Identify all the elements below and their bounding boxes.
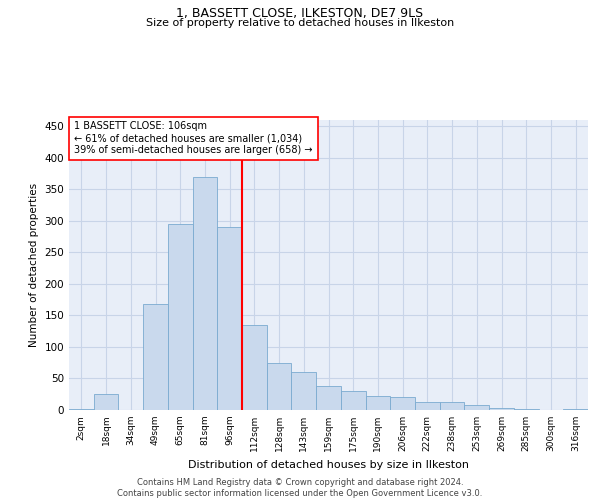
Bar [563,408,588,410]
Bar [292,372,316,410]
Y-axis label: Number of detached properties: Number of detached properties [29,183,39,347]
Bar [168,224,193,410]
Text: Contains HM Land Registry data © Crown copyright and database right 2024.
Contai: Contains HM Land Registry data © Crown c… [118,478,482,498]
Bar [365,396,390,410]
Bar [440,402,464,410]
Bar [143,304,168,410]
Bar [193,176,217,410]
Bar [390,398,415,410]
Bar [341,391,365,410]
Bar [316,386,341,410]
Bar [267,362,292,410]
Bar [489,408,514,410]
X-axis label: Distribution of detached houses by size in Ilkeston: Distribution of detached houses by size … [188,460,469,469]
Bar [94,394,118,410]
Bar [464,405,489,410]
Text: 1 BASSETT CLOSE: 106sqm
← 61% of detached houses are smaller (1,034)
39% of semi: 1 BASSETT CLOSE: 106sqm ← 61% of detache… [74,122,313,154]
Text: Size of property relative to detached houses in Ilkeston: Size of property relative to detached ho… [146,18,454,28]
Bar [217,227,242,410]
Text: 1, BASSETT CLOSE, ILKESTON, DE7 9LS: 1, BASSETT CLOSE, ILKESTON, DE7 9LS [176,8,424,20]
Bar [415,402,440,410]
Bar [242,325,267,410]
Bar [69,408,94,410]
